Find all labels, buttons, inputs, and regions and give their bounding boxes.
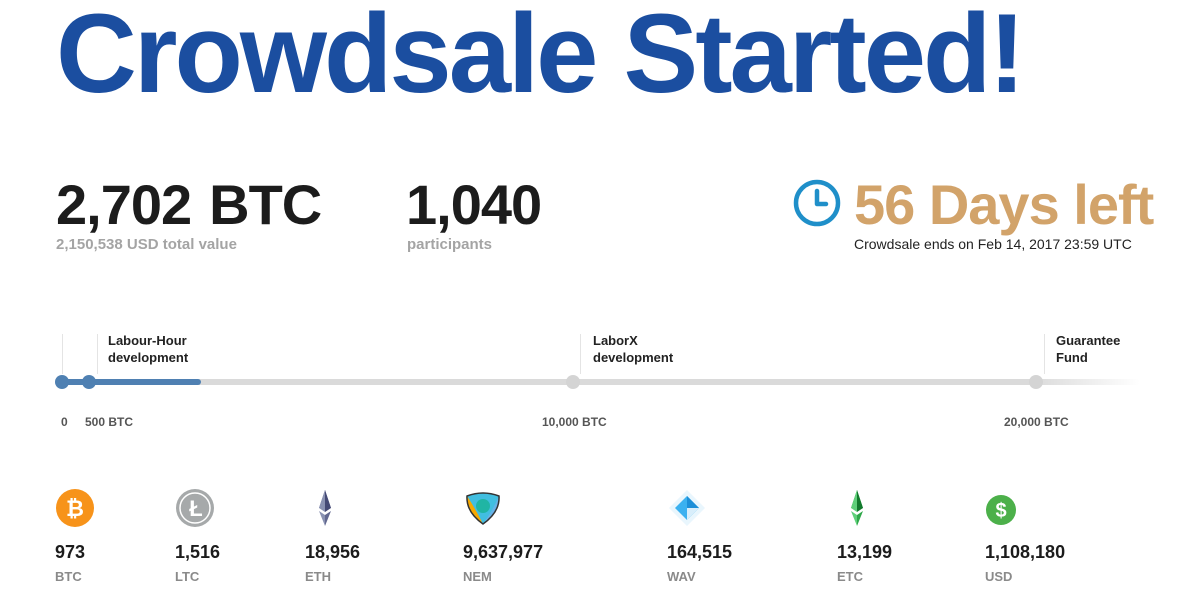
milestone-label-line: development	[593, 350, 674, 365]
milestone-divider	[580, 334, 581, 374]
page-title: Crowdsale Started!	[56, 0, 1026, 116]
milestone-divider	[97, 334, 98, 374]
dollar-icon: $	[986, 495, 1016, 525]
progress-dot-20000	[1029, 375, 1043, 389]
coin-code: WAV	[667, 569, 696, 584]
coin-eth: 18,956 ETH	[305, 488, 360, 584]
litecoin-icon: Ł	[176, 489, 214, 527]
tick-label-10000: 10,000 BTC	[542, 415, 607, 429]
coin-nem: 9,637,977 NEM	[463, 488, 543, 584]
participants-label: participants	[407, 236, 493, 253]
coin-code: USD	[985, 569, 1013, 584]
coin-code: ETC	[837, 569, 863, 584]
coin-wav: 164,515 WAV	[667, 488, 732, 584]
days-left: 56 Days left	[854, 173, 1154, 236]
coin-etc: 13,199 ETC	[837, 488, 892, 584]
tick-label-0: 0	[61, 415, 68, 429]
crowdsale-end-date: Crowdsale ends on Feb 14, 2017 23:59 UTC	[854, 236, 1132, 252]
milestone-divider	[1044, 334, 1045, 374]
ethereum-icon	[319, 490, 331, 526]
participants-count: 1,040	[406, 173, 542, 236]
milestone-guarantee-fund: Guarantee Fund	[1056, 332, 1156, 366]
progress-fill	[62, 379, 202, 385]
coin-amount: 18,956	[305, 542, 361, 562]
raised-amount-value: 2,702	[56, 173, 192, 236]
progress-dot-start	[55, 375, 69, 389]
coin-usd: $ 1,108,180 USD	[985, 488, 1065, 584]
raised-usd-value: 2,150,538 USD total value	[56, 236, 237, 253]
waves-icon	[669, 490, 705, 526]
progress-dot-10000	[566, 375, 580, 389]
milestone-label-line: Fund	[1056, 350, 1088, 365]
coin-amount: 1,516	[175, 542, 221, 562]
ethereum-classic-icon	[851, 490, 863, 526]
coin-amount: 9,637,977	[463, 542, 544, 562]
coin-amount: 1,108,180	[985, 542, 1066, 562]
coin-btc: ₿ 973 BTC	[55, 488, 95, 584]
milestone-laborx: LaborX development	[593, 332, 733, 366]
coin-code: BTC	[55, 569, 82, 584]
clock-icon	[793, 179, 841, 227]
coin-amount: 164,515	[667, 542, 733, 562]
nem-icon	[466, 492, 500, 525]
milestone-label-line: Labour-Hour	[108, 333, 187, 348]
raised-amount-unit: BTC	[209, 173, 322, 236]
coin-code: NEM	[463, 569, 492, 584]
bitcoin-icon: ₿	[56, 489, 94, 527]
svg-text:Ł: Ł	[189, 496, 202, 521]
coin-amount: 13,199	[837, 542, 893, 562]
coin-code: LTC	[175, 569, 200, 584]
milestone-label-line: development	[108, 350, 189, 365]
raised-amount: 2,702 BTC	[56, 172, 322, 237]
tick-label-500: 500 BTC	[85, 415, 134, 429]
milestone-labour-hour: Labour-Hour development	[108, 332, 248, 366]
milestone-divider	[62, 334, 63, 374]
svg-text:$: $	[995, 500, 1006, 522]
coin-code: ETH	[305, 569, 331, 584]
coin-amount: 973	[55, 542, 86, 562]
svg-text:₿: ₿	[66, 496, 84, 521]
milestone-label-line: Guarantee	[1056, 333, 1121, 348]
milestone-label-line: LaborX	[593, 333, 638, 348]
tick-label-20000: 20,000 BTC	[1004, 415, 1069, 429]
progress-dot-500	[82, 375, 96, 389]
coin-ltc: Ł 1,516 LTC	[175, 488, 220, 584]
progress-track	[62, 379, 1140, 385]
